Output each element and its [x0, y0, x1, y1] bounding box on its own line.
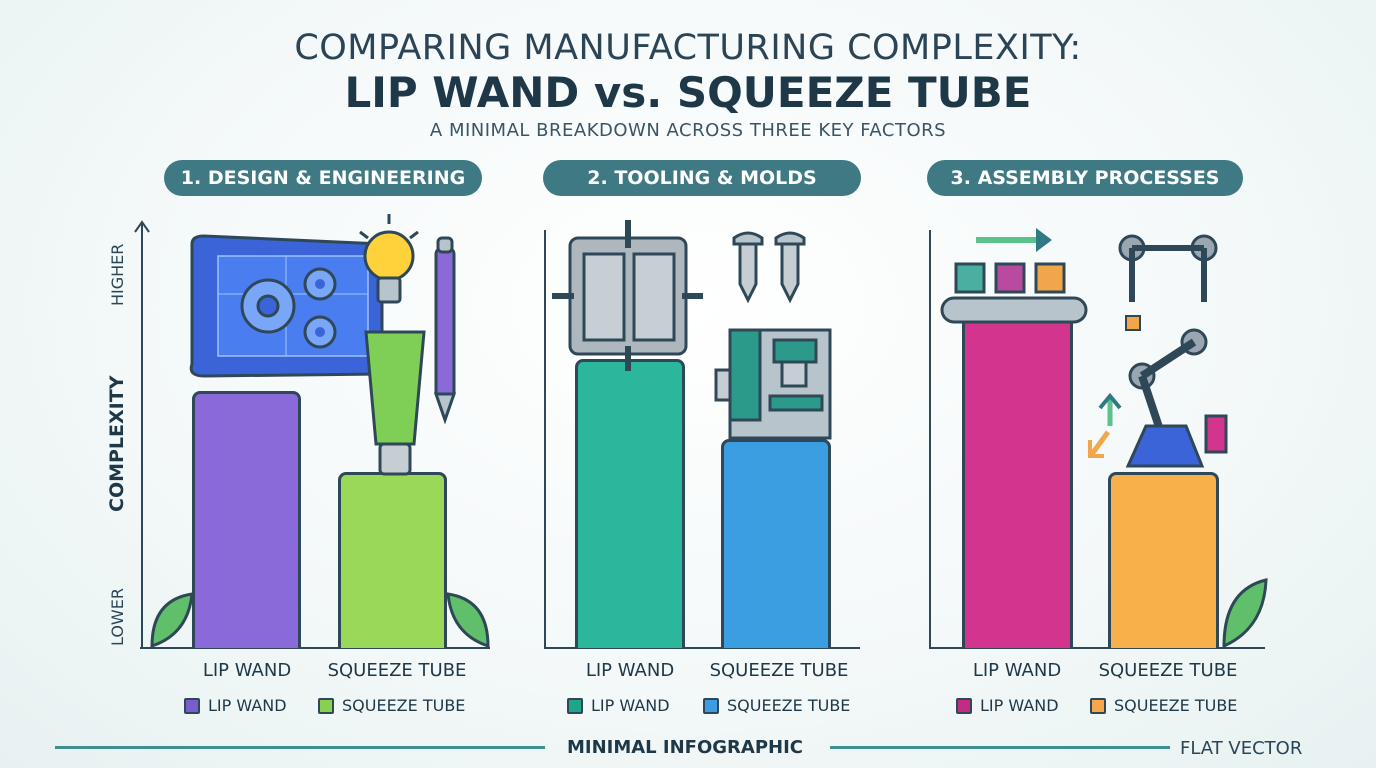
legend-squeeze-tube-1: SQUEEZE TUBE — [318, 696, 465, 715]
tube-icon — [364, 330, 426, 476]
robot-arm-icon — [1118, 234, 1228, 468]
title-line-1: COMPARING MANUFACTURING COMPLEXITY: — [294, 28, 1082, 68]
screw-icon — [732, 231, 806, 304]
legend-label: LIP WAND — [591, 696, 670, 715]
arrows-icon — [1088, 392, 1122, 458]
legend-swatch — [567, 697, 583, 714]
legend-label: SQUEEZE TUBE — [727, 696, 851, 715]
conveyor-icon — [940, 228, 1088, 324]
subtitle: A MINIMAL BREAKDOWN ACROSS THREE KEY FAC… — [429, 120, 947, 141]
pen-icon — [433, 236, 457, 424]
panel-title-tooling: 2. TOOLING & MOLDS — [543, 160, 861, 196]
category-label-squeeze-tube-3: SQUEEZE TUBE — [1098, 660, 1238, 681]
mold-icon — [552, 220, 703, 371]
category-label-lip-wand-1: LIP WAND — [202, 660, 292, 681]
category-label-lip-wand-3: LIP WAND — [972, 660, 1062, 681]
category-label-squeeze-tube-1: SQUEEZE TUBE — [327, 660, 467, 681]
legend-lip-wand-3: LIP WAND — [956, 696, 1059, 715]
title-line-2: LIP WAND vs. SQUEEZE TUBE — [344, 68, 1032, 117]
leaf-icon-right — [446, 592, 490, 649]
legend-swatch — [318, 697, 334, 714]
bar-tooling-squeeze-tube — [721, 439, 831, 648]
bar-assembly-lip-wand — [962, 311, 1073, 648]
legend-swatch — [1090, 697, 1106, 714]
legend-lip-wand-1: LIP WAND — [184, 696, 287, 715]
legend-label: LIP WAND — [980, 696, 1059, 715]
legend-lip-wand-2: LIP WAND — [567, 696, 670, 715]
legend-label: SQUEEZE TUBE — [1114, 696, 1238, 715]
leaf-icon-far-right — [1222, 578, 1268, 649]
bar-design-lip-wand — [192, 391, 301, 648]
footer-right-label: FLAT VECTOR — [1180, 738, 1303, 759]
footer-rule-right — [830, 746, 1170, 749]
legend-swatch — [956, 697, 972, 714]
bar-assembly-squeeze-tube — [1108, 471, 1219, 648]
footer-rule-left — [55, 746, 545, 749]
lightbulb-icon — [359, 214, 419, 304]
blueprint-gears-icon — [189, 234, 384, 378]
leaf-icon-left — [150, 592, 194, 649]
legend-swatch — [184, 697, 200, 714]
legend-swatch — [703, 697, 719, 714]
panel-title-assembly: 3. ASSEMBLY PROCESSES — [927, 160, 1243, 196]
footer-center-label: MINIMAL INFOGRAPHIC — [566, 737, 804, 758]
bar-design-squeeze-tube — [338, 471, 447, 648]
category-label-lip-wand-2: LIP WAND — [585, 660, 675, 681]
bar-tooling-lip-wand — [575, 359, 685, 648]
legend-squeeze-tube-2: SQUEEZE TUBE — [703, 696, 850, 715]
category-label-squeeze-tube-2: SQUEEZE TUBE — [709, 660, 849, 681]
legend-label: LIP WAND — [208, 696, 287, 715]
panel-title-design: 1. DESIGN & ENGINEERING — [164, 160, 482, 196]
cnc-machine-icon — [714, 328, 832, 440]
legend-label: SQUEEZE TUBE — [342, 696, 466, 715]
legend-squeeze-tube-3: SQUEEZE TUBE — [1090, 696, 1237, 715]
